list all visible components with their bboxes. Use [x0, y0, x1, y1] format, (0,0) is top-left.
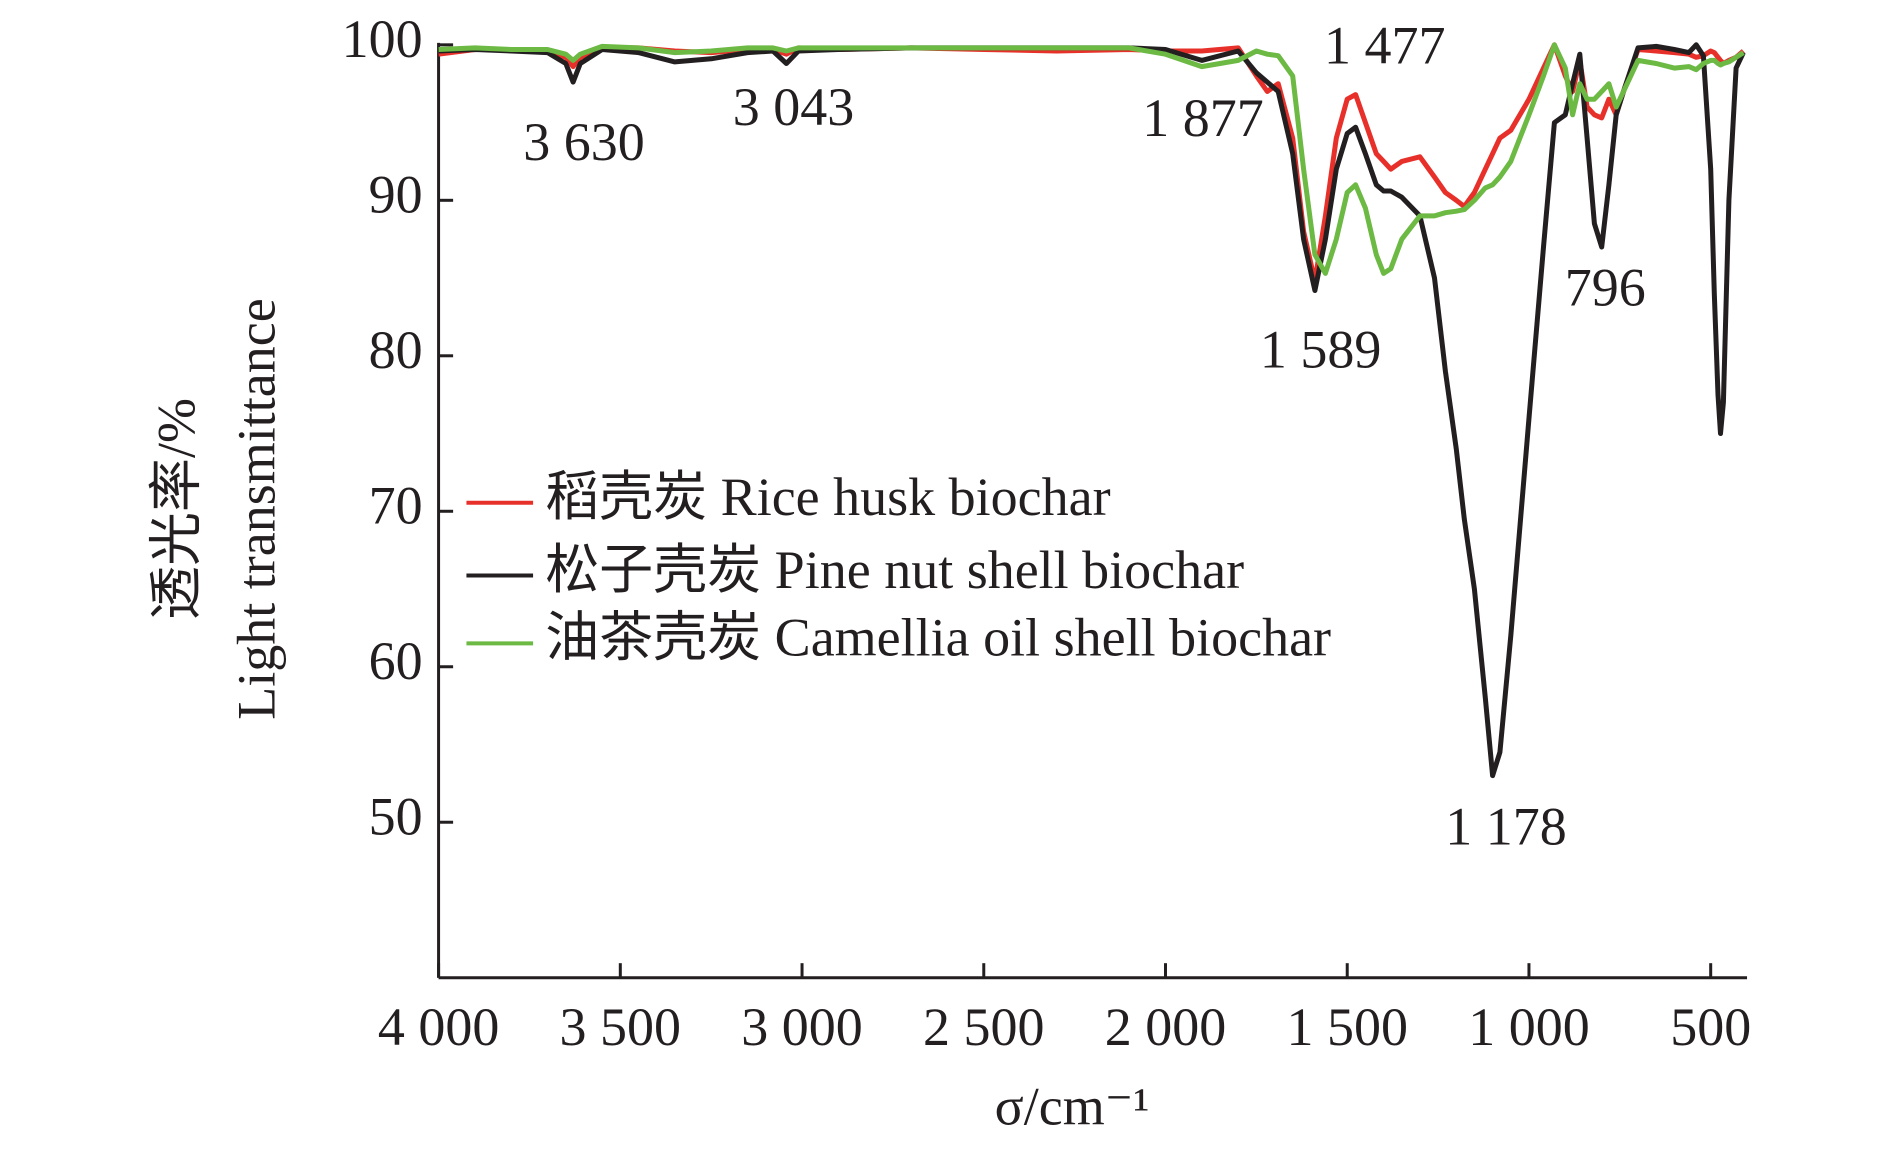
- y-tick-label: 50: [369, 787, 423, 847]
- x-tick-label: 2 000: [1105, 997, 1227, 1057]
- y-axis-label-en: Light transmittance: [226, 298, 286, 719]
- peak-annotation: 3 630: [523, 112, 645, 172]
- legend: 稻壳炭 Rice husk biochar 松子壳炭 Pine nut shell…: [466, 467, 1331, 668]
- legend-label: 松子壳炭 Pine nut shell biochar: [545, 540, 1244, 600]
- peak-annotation: 1 178: [1445, 797, 1567, 857]
- x-tick-label: 1 000: [1468, 997, 1590, 1057]
- y-tick-label: 80: [369, 320, 423, 380]
- peak-annotation: 1 477: [1324, 15, 1446, 75]
- x-tick-label: 3 000: [741, 997, 863, 1057]
- x-axis-label: σ/cm⁻¹: [995, 1076, 1150, 1136]
- series-line: [438, 42, 1746, 779]
- peak-annotation: 3 043: [733, 77, 855, 137]
- y-tick-label: 70: [369, 476, 423, 536]
- x-tick-label: 1 500: [1286, 997, 1408, 1057]
- series-line: [438, 42, 1745, 276]
- y-axis-label: 透光率/% Light transmittance: [146, 298, 286, 719]
- peak-annotation: 1 589: [1260, 319, 1382, 379]
- y-axis-label-cn: 透光率/%: [146, 398, 206, 620]
- x-tick-label: 3 500: [560, 997, 682, 1057]
- y-tick-label: 100: [342, 9, 423, 69]
- x-tick-label: 2 500: [923, 997, 1045, 1057]
- legend-label: 油茶壳炭 Camellia oil shell biochar: [545, 608, 1331, 668]
- x-tick-label: 500: [1670, 997, 1751, 1057]
- peak-annotation: 1 877: [1142, 88, 1264, 148]
- legend-label: 稻壳炭 Rice husk biochar: [545, 467, 1110, 527]
- peak-annotation: 796: [1565, 258, 1646, 318]
- y-tick-label: 60: [369, 631, 423, 691]
- y-tick-label: 90: [369, 165, 423, 225]
- x-tick-label: 4 000: [378, 997, 500, 1057]
